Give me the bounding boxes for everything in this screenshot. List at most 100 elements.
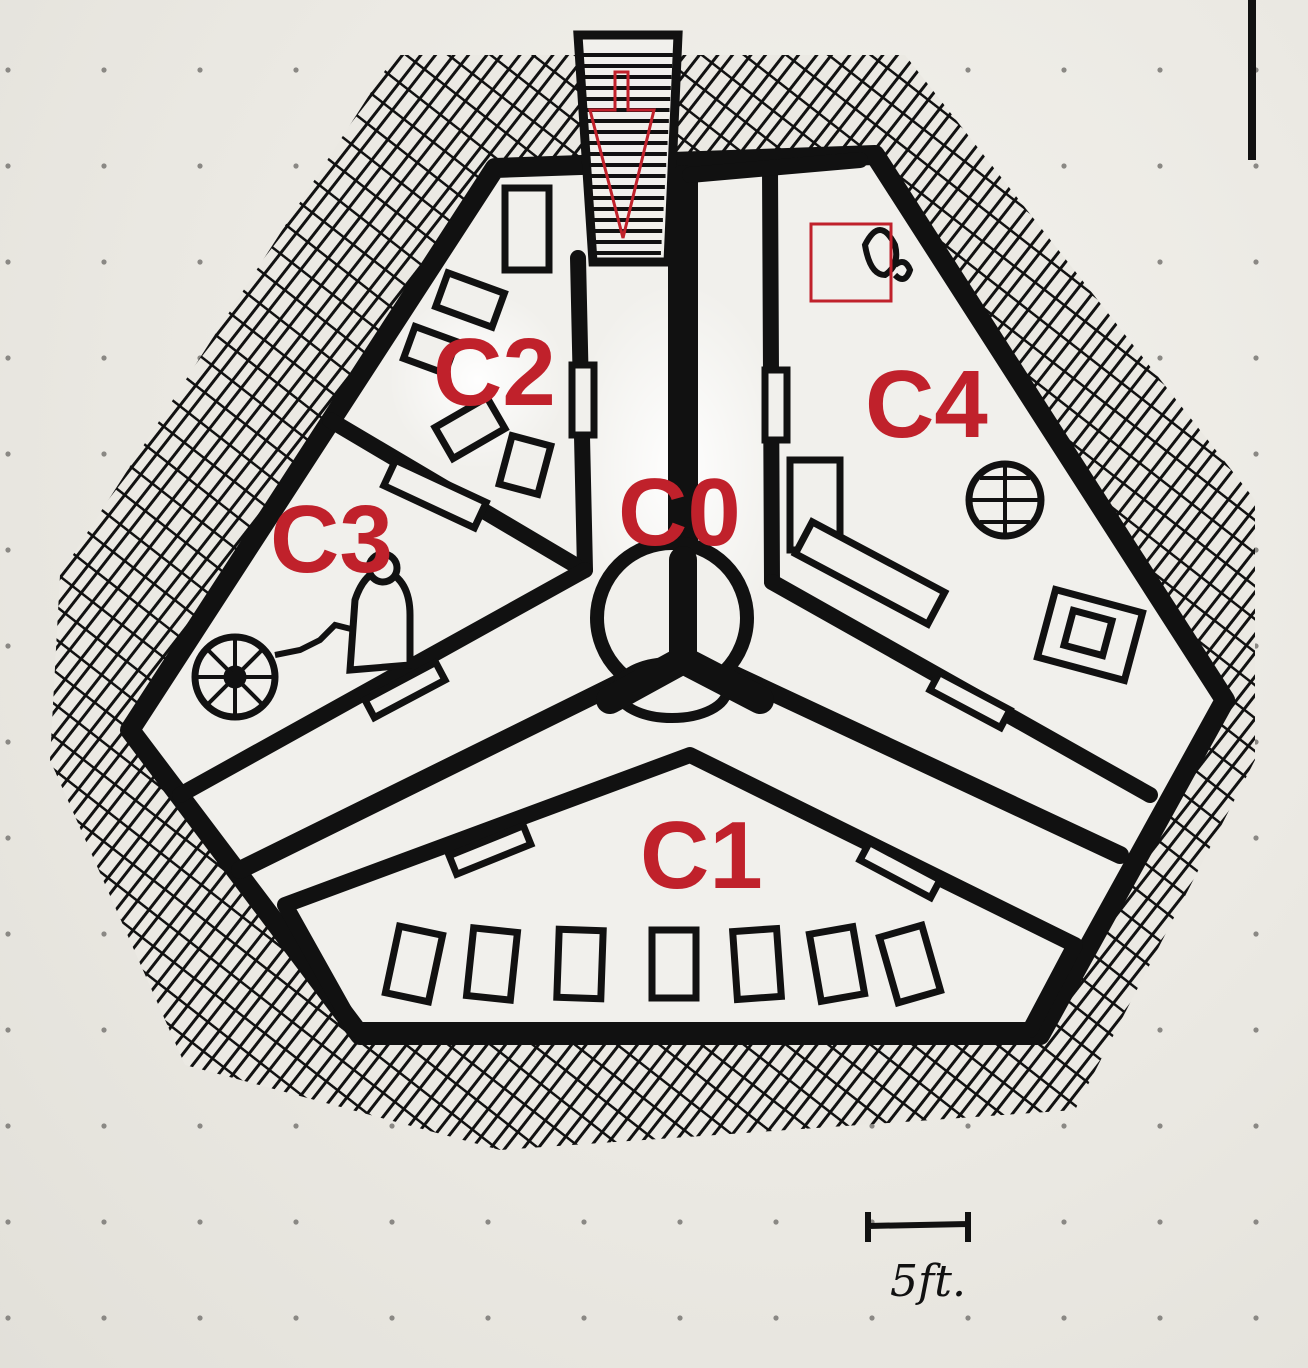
grid-dot [101, 355, 107, 361]
grid-dot [5, 1027, 11, 1033]
crate [430, 392, 510, 464]
grid-dot [1157, 67, 1163, 73]
grid-dot [101, 451, 107, 457]
grid-dot [101, 1027, 107, 1033]
crate [399, 322, 461, 378]
pew [875, 920, 945, 1008]
grid-dot [1157, 355, 1163, 361]
grid-dot [5, 835, 11, 841]
room-label-c0: C0 [618, 459, 741, 566]
grid-dot [5, 163, 11, 169]
grid-dot [197, 259, 203, 265]
grid-dot [197, 163, 203, 169]
grid-dot [5, 931, 11, 937]
c3-furniture [191, 455, 491, 721]
grid-dot [101, 163, 107, 169]
grid-dot [869, 1123, 875, 1129]
bench [379, 455, 491, 533]
pew [381, 922, 447, 1006]
grid-dot [5, 451, 11, 457]
grid-dot [485, 1219, 491, 1225]
grid-dot [389, 1219, 395, 1225]
door-c4-corridor [925, 667, 1015, 733]
scale-label: 5ft. [890, 1256, 966, 1307]
grid-dot [5, 259, 11, 265]
grid-dot [1253, 451, 1259, 457]
doors [360, 361, 1015, 903]
room-label-c4: C4 [865, 351, 988, 458]
room-label-c1: C1 [640, 802, 763, 909]
grid-dot [1157, 1123, 1163, 1129]
pew [805, 922, 869, 1006]
grid-dot [5, 67, 11, 73]
grid-dot [293, 67, 299, 73]
table [790, 517, 950, 629]
central-pillar [590, 536, 774, 723]
grid-dot [293, 163, 299, 169]
grid-dot [293, 1123, 299, 1129]
door-c1-right [855, 837, 945, 903]
grid-dot [1157, 1219, 1163, 1225]
door-c4-c0 [761, 366, 791, 444]
c1-pews [381, 920, 945, 1008]
grid-dot [485, 1315, 491, 1321]
grid-dot [5, 643, 11, 649]
grid-dot [101, 1219, 107, 1225]
grid-dot [1253, 1123, 1259, 1129]
grid-dot [1253, 259, 1259, 265]
grid-dot [197, 1315, 203, 1321]
pew [648, 926, 700, 1002]
room-label-c2: C2 [433, 319, 556, 426]
grid-dot [965, 1315, 971, 1321]
pew [728, 924, 786, 1004]
grid-dot [101, 931, 107, 937]
grid-dot [773, 1219, 779, 1225]
grid-dot [5, 739, 11, 745]
grid-dot [1061, 163, 1067, 169]
grid-dot [1253, 1315, 1259, 1321]
grid-dot [1157, 1027, 1163, 1033]
grid-dot [101, 259, 107, 265]
grid-dot [5, 1219, 11, 1225]
door-c1-left [444, 821, 536, 879]
grid-dot [293, 1219, 299, 1225]
grid-dot [5, 547, 11, 553]
grid-dot [773, 1315, 779, 1321]
grid-dot [677, 1315, 683, 1321]
grid-dot [1157, 1315, 1163, 1321]
grid-dot [965, 1123, 971, 1129]
entrance-arrow-icon [588, 70, 656, 239]
grid-dot [389, 1123, 395, 1129]
scale-bar: 5ft. [865, 1212, 971, 1307]
grid-dot [1253, 931, 1259, 937]
room-label-c3: C3 [270, 486, 393, 593]
grid-dot [1253, 355, 1259, 361]
grid-dot [197, 67, 203, 73]
grid-dot [1157, 163, 1163, 169]
grid-dot [1253, 1219, 1259, 1225]
grid-dot [197, 1123, 203, 1129]
grid-dot [197, 1219, 203, 1225]
door-c2-c0 [568, 361, 598, 439]
entrance-stairs [573, 30, 683, 267]
grid-dot [677, 1219, 683, 1225]
grid-dot [581, 1219, 587, 1225]
grid-dot [101, 1315, 107, 1321]
grid-dot [581, 1315, 587, 1321]
grid-dot [1157, 259, 1163, 265]
crate [431, 268, 509, 332]
grid-dot [1061, 1123, 1067, 1129]
grid-dot [389, 1315, 395, 1321]
door-c3-corridor [360, 657, 450, 723]
grid-dot [293, 1315, 299, 1321]
c4-furniture [786, 227, 1147, 685]
grid-dot [1061, 67, 1067, 73]
grid-dot [5, 355, 11, 361]
pew [553, 925, 607, 1003]
crate [501, 184, 553, 274]
grid-dot [1253, 163, 1259, 169]
creature-icon [861, 227, 914, 282]
c2-crates [399, 184, 556, 499]
